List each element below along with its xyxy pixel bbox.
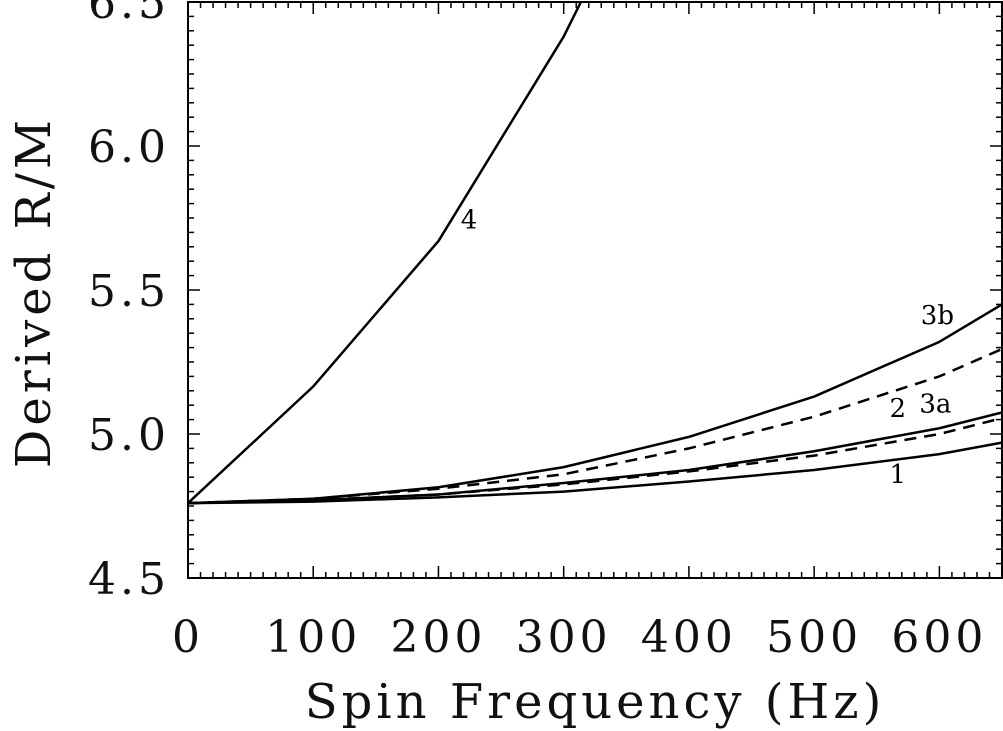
axes: 0 100 200 300 400 500 600 4.5 5.0 5.5 6.0 6.5	[88, 0, 1003, 663]
series-line-1	[188, 441, 1002, 505]
y-tick-label: 5.5	[88, 266, 170, 317]
curve-label-3b: 3b	[921, 301, 954, 331]
y-tick-label: 6.5	[88, 0, 170, 29]
series-line-unlabeled	[188, 416, 1002, 505]
x-tick-label: 0	[172, 612, 204, 663]
curve-labels: 1 2 3a 3b 4	[461, 206, 954, 490]
x-tick-label: 300	[516, 612, 612, 663]
y-tick-label: 6.0	[88, 122, 170, 173]
series-line-3b	[188, 303, 1002, 505]
y-tick-label: 5.0	[88, 410, 170, 461]
curve-label-3a: 3a	[919, 389, 951, 419]
curve-label-1: 1	[890, 460, 907, 490]
x-axis-label: Spin Frequency (Hz)	[305, 674, 886, 730]
series-line-4	[188, 2, 583, 505]
plot-frame	[187, 1, 1003, 579]
x-tick-label: 200	[390, 612, 486, 663]
y-axis-label: Derived R/M	[6, 116, 62, 468]
curve-label-2: 2	[890, 394, 907, 424]
series-lines	[188, 2, 1002, 505]
x-tick-label: 500	[766, 612, 862, 663]
curve-label-4: 4	[461, 206, 478, 236]
y-tick-label: 4.5	[88, 554, 170, 605]
x-tick-label: 400	[641, 612, 737, 663]
x-tick-label: 600	[891, 612, 987, 663]
x-tick-label: 100	[265, 612, 361, 663]
